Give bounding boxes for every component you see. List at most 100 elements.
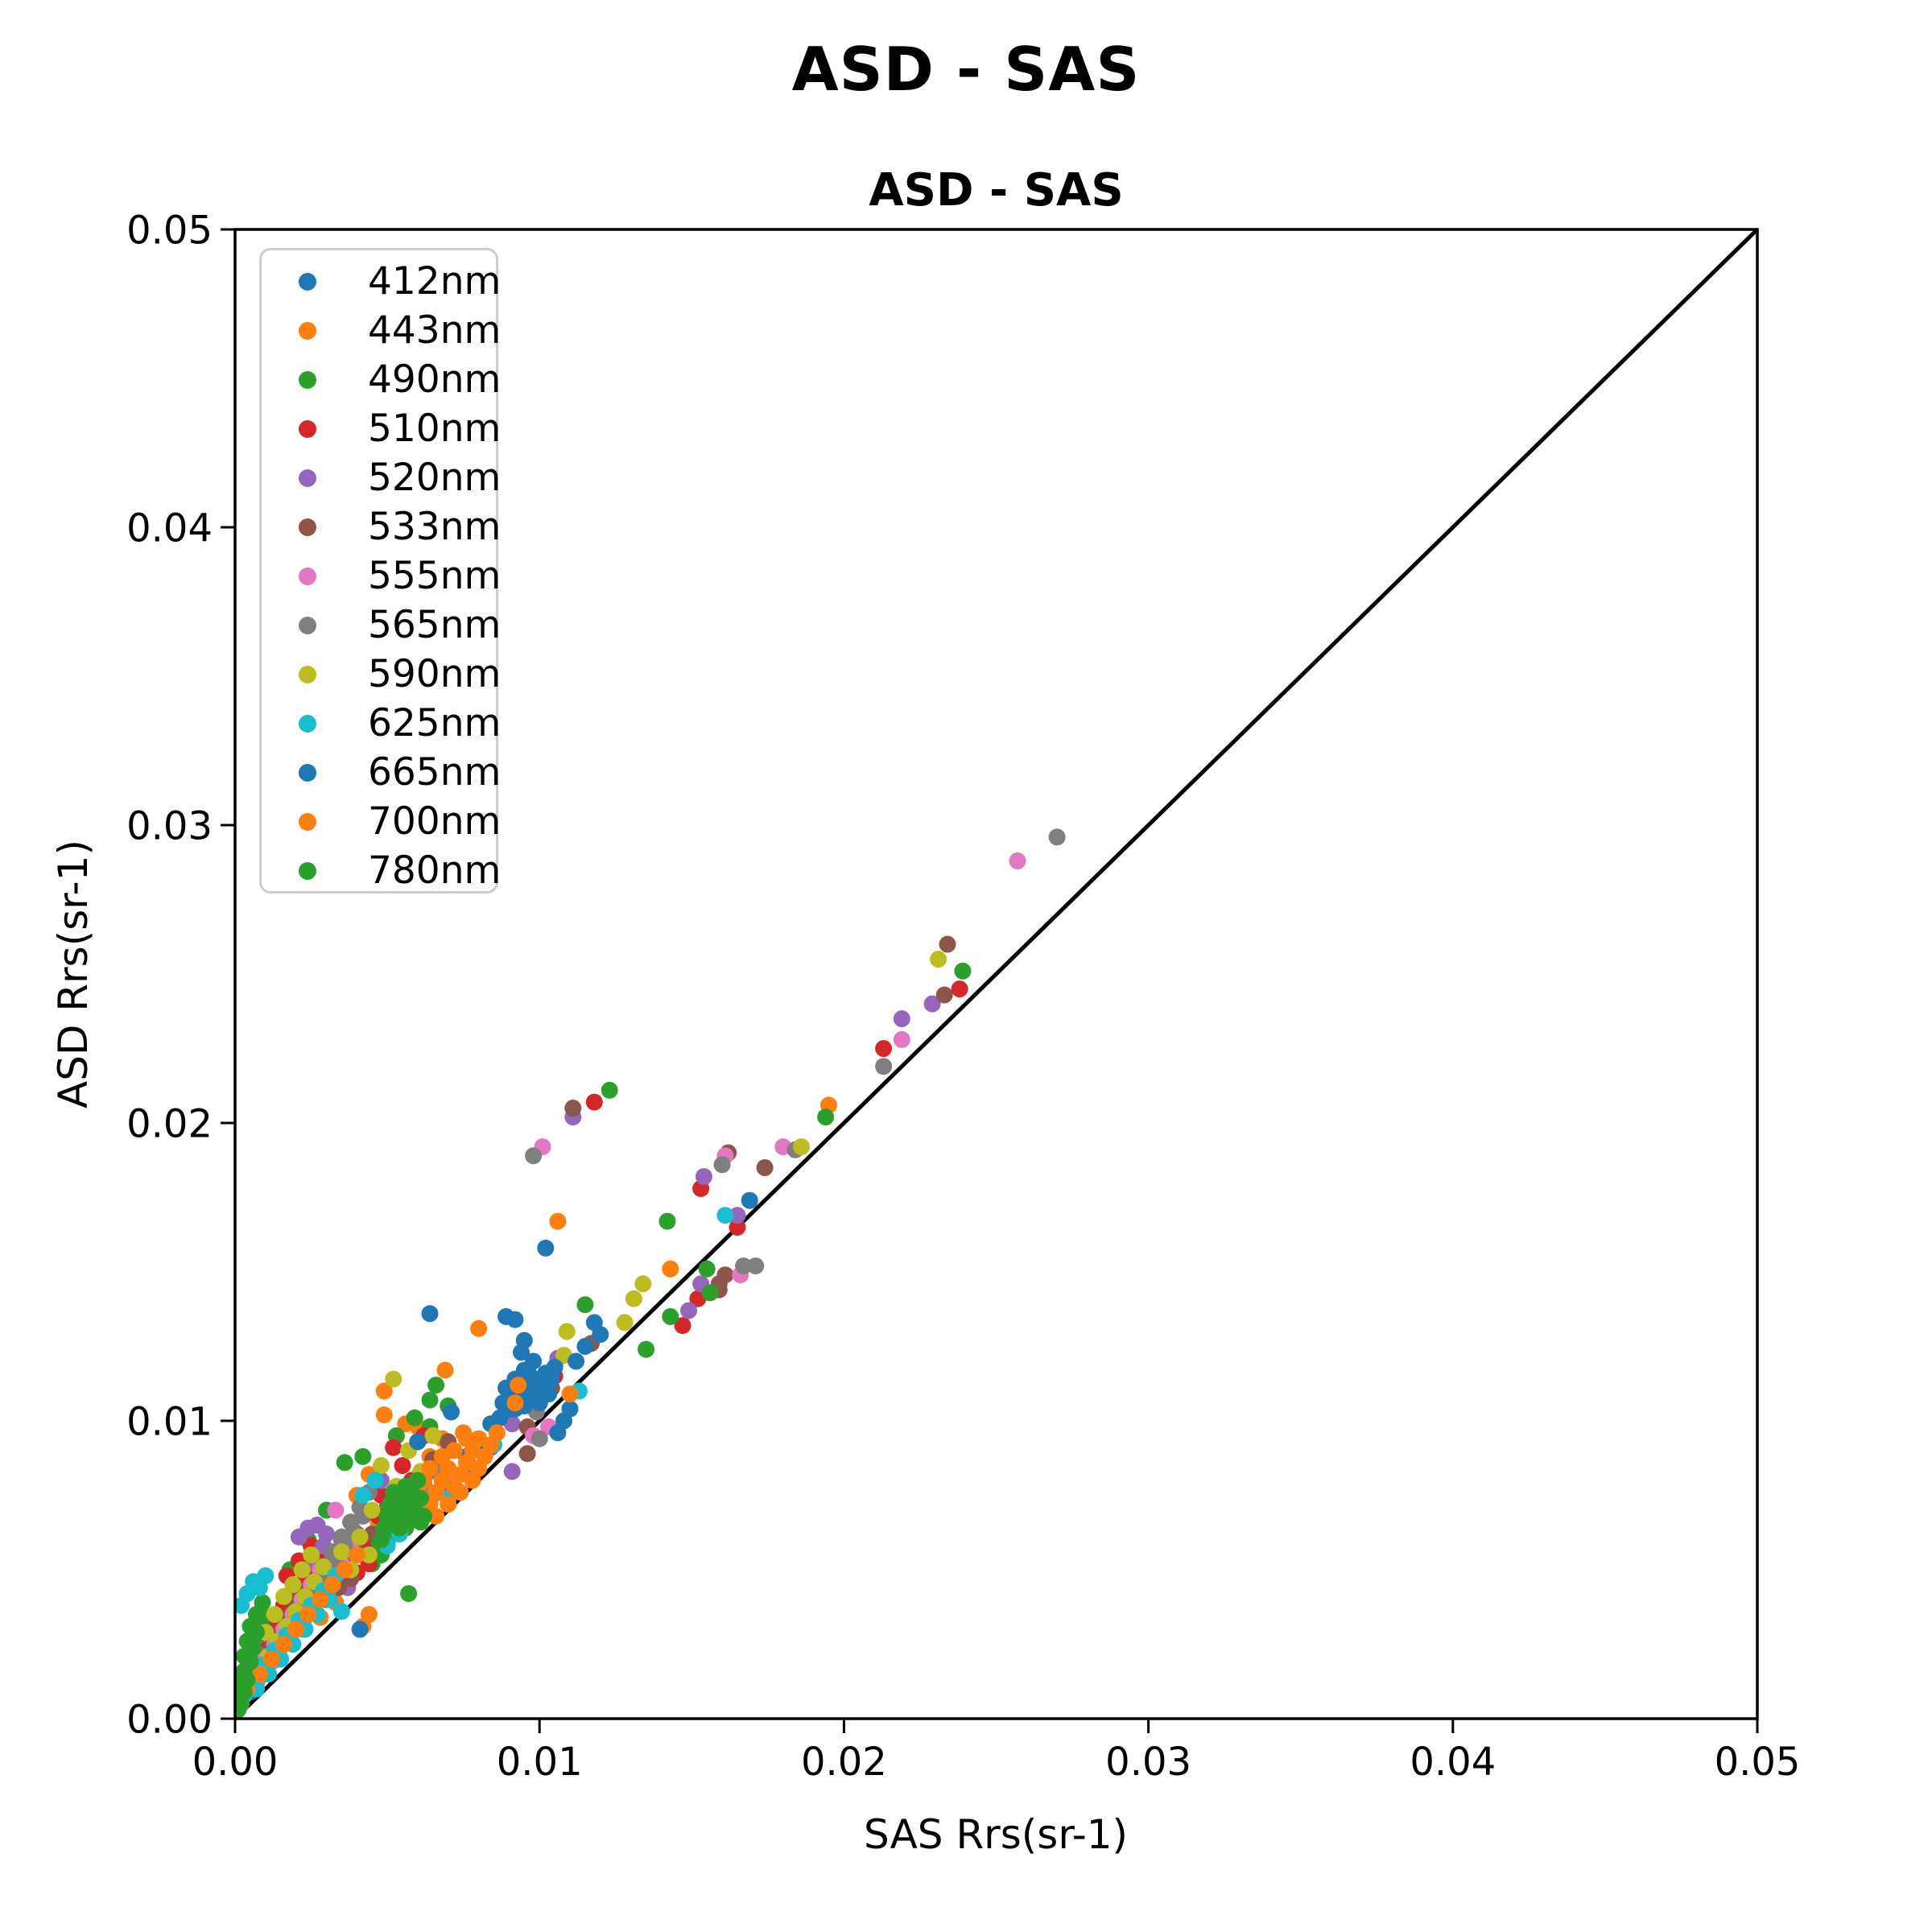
data-point (257, 1567, 275, 1584)
data-point (266, 1606, 283, 1623)
data-point (440, 1496, 457, 1513)
legend-marker-icon (299, 616, 316, 634)
data-point (716, 1207, 734, 1224)
data-point (464, 1472, 481, 1489)
legend-item-label: 412nm (368, 259, 502, 303)
data-point (713, 1156, 731, 1174)
data-point (394, 1457, 411, 1474)
data-point (421, 1305, 439, 1323)
data-point (427, 1377, 445, 1394)
data-point (939, 935, 956, 953)
data-point (625, 1290, 642, 1307)
data-point (375, 1382, 393, 1400)
legend-marker-icon (299, 419, 316, 438)
data-point (488, 1424, 506, 1442)
data-point (373, 1457, 390, 1474)
data-point (875, 1058, 893, 1075)
x-tick-label: 0.01 (497, 1740, 583, 1785)
data-point (275, 1636, 292, 1653)
x-tick-label: 0.00 (192, 1740, 279, 1785)
data-point (400, 1585, 418, 1603)
identity-line (235, 229, 1757, 1719)
legend-item-label: 590nm (368, 652, 502, 696)
data-point (238, 1671, 256, 1689)
data-point (616, 1314, 634, 1331)
legend-item-label: 443nm (368, 308, 502, 353)
data-point (412, 1489, 430, 1507)
data-point (348, 1546, 365, 1563)
data-point (406, 1409, 423, 1426)
x-axis-label: SAS Rrs(sr-1) (864, 1811, 1128, 1858)
data-point (875, 1040, 893, 1057)
data-point (954, 962, 972, 980)
series-780nm (235, 962, 972, 1719)
x-tick-label: 0.03 (1105, 1740, 1191, 1785)
data-point (930, 951, 947, 968)
data-point (242, 1653, 259, 1671)
legend-marker-icon (299, 272, 316, 291)
data-point (445, 1442, 463, 1459)
plot-artists (235, 229, 1757, 1719)
data-point (360, 1546, 378, 1563)
data-point (312, 1591, 329, 1608)
legend-item-520nm: 520nm (262, 453, 501, 502)
legend-item-label: 533nm (368, 505, 502, 549)
legend-marker-icon (299, 714, 316, 733)
plot-generated-content: 0.00 0.01 0.02 0.03 0.04 0.05 0.00 0.01 0.02 0.03… (126, 208, 1800, 1785)
data-point (525, 1147, 543, 1165)
data-point (452, 1484, 469, 1501)
data-point (510, 1377, 527, 1394)
data-point (336, 1454, 353, 1472)
y-axis-label: ASD Rrs(sr-1) (50, 840, 97, 1108)
legend-item-625nm: 625nm (262, 699, 501, 748)
data-point (324, 1576, 341, 1593)
data-point (662, 1260, 679, 1278)
data-point (576, 1296, 594, 1314)
y-tick-label: 0.05 (126, 208, 213, 253)
data-point (275, 1587, 292, 1605)
data-point (658, 1212, 676, 1230)
data-point (427, 1507, 445, 1525)
data-point (351, 1620, 369, 1638)
data-point (513, 1344, 530, 1361)
data-point (698, 1260, 716, 1278)
data-point (443, 1403, 460, 1421)
legend-marker-icon (299, 321, 316, 340)
data-point (756, 1159, 774, 1176)
data-point (385, 1439, 402, 1456)
data-point (315, 1558, 332, 1575)
data-point (424, 1427, 442, 1444)
data-point (366, 1472, 384, 1489)
data-point (549, 1212, 567, 1230)
data-point (327, 1501, 345, 1519)
data-point (354, 1487, 372, 1504)
y-tick-label: 0.04 (126, 506, 213, 551)
data-point (363, 1501, 381, 1519)
data-point (385, 1370, 402, 1388)
legend-marker-icon (299, 518, 316, 536)
legend-item-665nm: 665nm (262, 748, 501, 797)
data-point (287, 1620, 305, 1638)
legend-item-label: 565nm (368, 603, 502, 647)
legend-item-label: 490nm (368, 357, 502, 402)
data-point (254, 1594, 271, 1612)
legend-item-533nm: 533nm (262, 502, 501, 551)
data-point (530, 1430, 548, 1447)
data-point (351, 1528, 369, 1546)
data-point (793, 1138, 810, 1156)
data-point (680, 1302, 697, 1319)
data-point (409, 1472, 427, 1489)
legend-item-label: 555nm (368, 554, 502, 598)
data-point (601, 1081, 618, 1099)
legend-marker-icon (299, 469, 316, 487)
data-point (470, 1319, 488, 1337)
data-point (245, 1638, 262, 1656)
x-tick-label: 0.02 (801, 1740, 887, 1785)
y-tick-label: 0.00 (126, 1697, 213, 1742)
data-point (506, 1394, 524, 1412)
data-point (893, 1030, 910, 1048)
legend-item-443nm: 443nm (262, 306, 501, 355)
data-point (332, 1603, 350, 1620)
data-point (935, 986, 953, 1004)
legend-item-label: 665nm (368, 750, 502, 795)
